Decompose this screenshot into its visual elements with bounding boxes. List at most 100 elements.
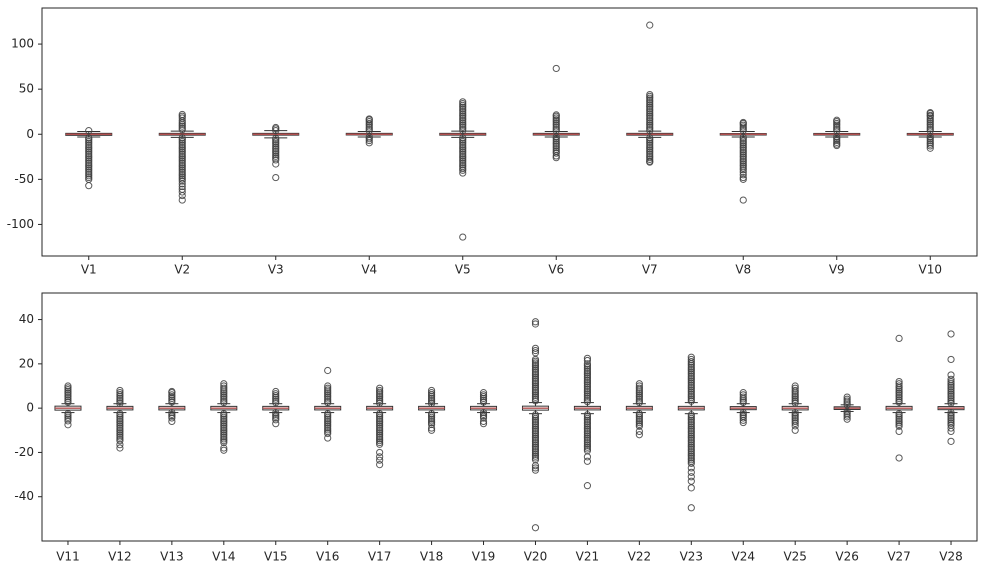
outlier-point <box>895 398 903 406</box>
outlier-point <box>85 182 93 190</box>
outlier-point <box>552 149 560 157</box>
outlier-point <box>531 320 540 328</box>
outlier-point <box>168 414 176 422</box>
outlier-point <box>791 422 799 430</box>
outlier-point <box>116 386 124 395</box>
outlier-point <box>833 141 841 150</box>
outlier-point <box>168 398 176 406</box>
outlier-point <box>583 354 592 362</box>
x-tick-label: V15 <box>264 550 287 564</box>
x-tick-label: V3 <box>268 263 284 277</box>
x-tick-label: V21 <box>576 550 599 564</box>
outlier-point <box>116 441 124 449</box>
outlier-point <box>178 182 186 191</box>
outlier-point <box>739 175 747 183</box>
outlier-point <box>739 196 747 204</box>
outlier-point <box>376 448 384 457</box>
outlier-point <box>531 318 540 326</box>
outlier-point <box>324 429 332 438</box>
outlier-point <box>272 387 280 396</box>
outlier-point <box>178 180 186 188</box>
outlier-point <box>947 330 955 338</box>
outlier-point <box>895 334 903 342</box>
outlier-point <box>687 484 695 492</box>
outlier-point <box>739 127 747 135</box>
outlier-point <box>635 382 643 390</box>
outlier-point <box>583 398 592 406</box>
outlier-point <box>220 399 228 407</box>
x-tick-label: V18 <box>420 550 443 564</box>
outlier-point <box>85 127 93 135</box>
outlier-point <box>646 158 654 166</box>
outlier-point <box>687 459 695 467</box>
outlier-point <box>687 353 695 361</box>
outlier-point <box>376 440 384 448</box>
y-tick-label: -100 <box>7 217 34 231</box>
outlier-point <box>376 384 384 392</box>
outlier-point <box>947 399 955 407</box>
x-tick-label: V27 <box>887 550 910 564</box>
outlier-point <box>479 417 488 426</box>
outlier-point <box>459 169 467 177</box>
outlier-point <box>178 196 186 204</box>
outlier-point <box>64 417 72 425</box>
x-tick-label: V22 <box>628 550 651 564</box>
outlier-point <box>739 118 747 127</box>
outlier-point <box>220 446 228 454</box>
outlier-point <box>531 346 540 355</box>
x-tick-label: V28 <box>939 550 962 564</box>
outlier-point <box>791 426 799 434</box>
outlier-point <box>178 191 186 200</box>
outlier-point <box>427 386 436 395</box>
outlier-point <box>479 389 488 397</box>
outlier-point <box>843 401 851 409</box>
y-tick-label: 20 <box>19 356 34 370</box>
outlier-point <box>833 116 841 124</box>
outlier-point <box>739 416 747 424</box>
outlier-point <box>739 389 747 397</box>
outlier-point <box>739 166 747 174</box>
x-tick-label: V2 <box>174 263 190 277</box>
outlier-point <box>220 438 228 447</box>
x-tick-label: V6 <box>548 263 564 277</box>
outlier-point <box>926 142 934 150</box>
outlier-point <box>220 382 228 390</box>
outlier-point <box>479 414 488 422</box>
x-tick-label: V1 <box>81 263 97 277</box>
outlier-point <box>687 504 695 512</box>
outlier-point <box>459 166 467 174</box>
y-tick-label: -40 <box>14 489 34 503</box>
outlier-point <box>459 127 467 135</box>
outlier-point <box>583 482 592 490</box>
outlier-point <box>324 366 332 375</box>
x-tick-label: V17 <box>368 550 391 564</box>
outlier-point <box>687 355 695 364</box>
outlier-point <box>552 111 560 119</box>
outlier-point <box>531 349 540 357</box>
y-tick-label: 40 <box>19 312 34 326</box>
outlier-point <box>687 477 695 485</box>
outlier-point <box>552 64 560 73</box>
outlier-point <box>926 144 934 152</box>
outlier-point <box>116 444 124 452</box>
axes-frame <box>41 7 978 257</box>
outlier-point <box>427 399 436 408</box>
x-tick-label: V24 <box>732 550 755 564</box>
outlier-point <box>116 399 124 408</box>
x-tick-label: V8 <box>735 263 751 277</box>
outlier-point <box>365 115 373 123</box>
y-tick-label: -50 <box>14 172 34 186</box>
outlier-point <box>531 397 540 405</box>
outlier-point <box>531 344 540 352</box>
y-tick-label: 100 <box>11 37 34 51</box>
outlier-point <box>272 123 280 132</box>
x-tick-label: V16 <box>316 550 339 564</box>
outlier-point <box>427 426 436 434</box>
outlier-point <box>272 416 280 424</box>
outlier-point <box>365 139 373 147</box>
outlier-point <box>531 466 540 474</box>
outlier-point <box>646 21 654 29</box>
outlier-point <box>479 398 488 406</box>
outlier-point <box>178 177 186 185</box>
